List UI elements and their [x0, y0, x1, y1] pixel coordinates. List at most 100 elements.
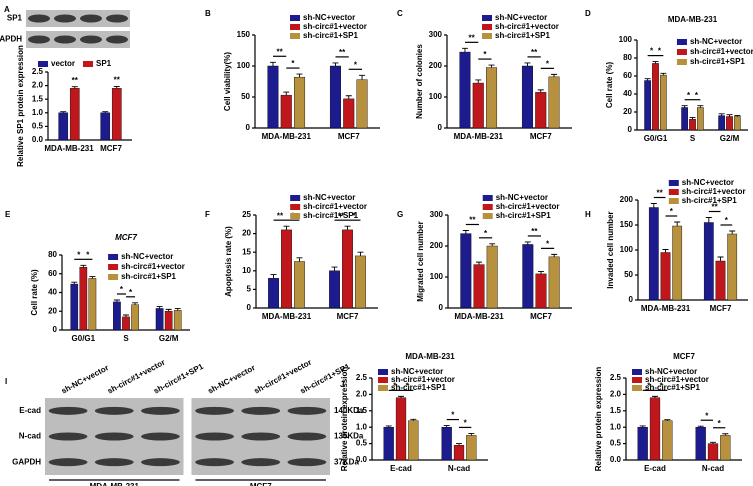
significance: *: [129, 288, 133, 297]
y-tick-label: 20: [242, 229, 251, 238]
band: [48, 432, 88, 441]
error-bar: [734, 115, 741, 117]
panel-letter: C: [397, 9, 403, 18]
panel-letter: G: [397, 210, 403, 219]
legend-swatch: [482, 204, 493, 210]
error-bar: [674, 221, 681, 226]
error-bar: [80, 264, 87, 268]
bar: [652, 63, 659, 131]
band: [241, 432, 281, 441]
panel-letter: D: [585, 9, 591, 18]
error-bar: [331, 266, 338, 271]
x-tick-label: S: [690, 134, 696, 143]
bar: [644, 80, 651, 131]
x-tick-label: S: [123, 334, 129, 343]
x-tick-label: N-cad: [448, 464, 470, 473]
legend-label: sh-NC+vector: [121, 252, 173, 261]
y-tick-label: 15: [242, 247, 251, 256]
legend-swatch: [632, 369, 642, 375]
x-tick-label: MDA-MB-231: [44, 144, 94, 153]
error-bar: [102, 111, 109, 113]
y-tick-label: 0.5: [610, 439, 622, 448]
error-bar: [652, 61, 659, 64]
error-bar: [551, 253, 558, 257]
bar: [122, 316, 130, 331]
significance: *: [483, 50, 487, 59]
error-bar: [468, 432, 475, 436]
y-tick-label: 1.0: [356, 422, 368, 431]
row-label: E-cad: [19, 406, 41, 415]
x-tick-label: N-cad: [702, 464, 724, 473]
y-tick-label: 0: [629, 295, 634, 304]
error-bar: [269, 61, 276, 66]
significance: *: [546, 239, 550, 248]
bar: [88, 278, 97, 331]
y-tick-label: 1.0: [610, 422, 622, 431]
bar: [662, 420, 673, 461]
y-tick-label: 60: [623, 71, 632, 80]
error-bar: [296, 73, 303, 78]
y-axis-label: Cell viability(%): [223, 52, 232, 111]
y-tick-label: 100: [620, 245, 634, 254]
group-label: MCF7: [250, 482, 272, 486]
significance: **: [277, 211, 284, 220]
error-bar: [710, 441, 716, 444]
panel-letter: F: [205, 210, 210, 219]
legend-swatch: [676, 39, 687, 45]
significance: *: [658, 47, 662, 56]
band: [28, 14, 50, 23]
band: [28, 35, 50, 44]
bar: [111, 88, 122, 141]
bar: [707, 443, 719, 461]
significance: *: [354, 60, 358, 69]
y-tick-label: 200: [429, 61, 443, 70]
y-tick-label: 0.0: [32, 135, 44, 144]
legend-label: sh-circ#1+vector: [682, 187, 746, 196]
bar: [281, 229, 292, 309]
error-bar: [174, 307, 181, 311]
error-bar: [461, 47, 468, 53]
lane-label: sh-NC+vector: [60, 363, 110, 395]
bar: [726, 116, 733, 131]
error-bar: [60, 111, 67, 113]
y-tick-label: 1.5: [356, 406, 368, 415]
panel-letter: J: [340, 380, 344, 389]
error-bar: [639, 425, 646, 428]
error-bar: [123, 314, 129, 317]
bar: [522, 244, 534, 309]
legend-swatch: [668, 189, 679, 195]
legend-swatch: [290, 204, 301, 210]
x-tick-label: MCF7: [710, 304, 732, 313]
legend-swatch: [108, 264, 119, 270]
bar: [70, 283, 79, 331]
error-bar: [717, 256, 724, 261]
legend-swatch: [290, 213, 301, 219]
error-bar: [156, 306, 163, 309]
y-tick-label: 0.5: [356, 439, 368, 448]
panel-letter: H: [585, 210, 591, 219]
legend-label: sh-NC+vector: [682, 178, 734, 187]
bar: [113, 301, 121, 331]
legend-swatch: [668, 198, 679, 204]
error-bar: [410, 418, 417, 421]
legend-label: sh-NC+vector: [645, 367, 697, 376]
y-axis-label: Number of colonies: [415, 44, 424, 119]
bar: [472, 82, 484, 129]
legend-swatch: [290, 33, 300, 39]
y-tick-label: 0: [438, 123, 443, 132]
legend-swatch: [378, 377, 388, 383]
y-tick-label: 0: [53, 325, 58, 334]
error-bar: [662, 249, 669, 253]
x-tick-label: MDA-MB-231: [641, 304, 691, 313]
significance: *: [464, 419, 468, 428]
error-bar: [332, 62, 339, 66]
error-bar: [345, 95, 352, 99]
error-bar: [489, 243, 496, 246]
bar: [408, 420, 419, 461]
legend-label: sh-circ#1+vector: [496, 202, 560, 211]
error-bar: [718, 113, 725, 116]
bar: [637, 427, 648, 461]
error-bar: [697, 425, 704, 428]
legend-label: SP1: [96, 59, 112, 68]
legend-label: sh-circ#1+vector: [645, 375, 709, 384]
